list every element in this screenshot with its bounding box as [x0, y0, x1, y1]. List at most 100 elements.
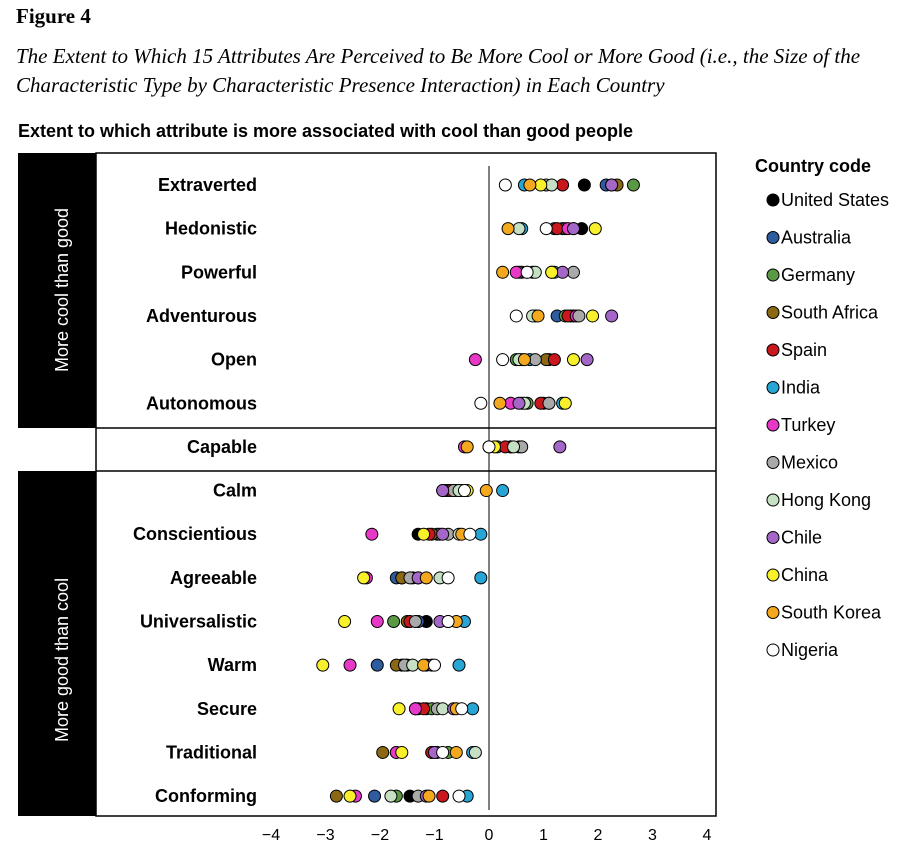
point-spain-conforming	[436, 789, 450, 803]
chart-title: Extent to which attribute is more associ…	[18, 121, 633, 141]
point-nigeria-powerful	[520, 265, 534, 279]
point-south-africa-conforming	[329, 789, 343, 803]
point-china-agreeable	[357, 571, 371, 585]
point-china-extraverted	[534, 178, 548, 192]
point-china-powerful	[545, 265, 559, 279]
legend-label-hong-kong: Hong Kong	[781, 490, 871, 510]
legend-marker-turkey	[766, 418, 780, 432]
legend-label-south-africa: South Africa	[781, 303, 879, 323]
point-nigeria-hedonistic	[539, 222, 553, 236]
point-india-secure	[466, 702, 480, 716]
point-south-korea-traditional	[449, 745, 463, 759]
legend-marker-australia	[766, 231, 780, 244]
point-spain-open	[547, 353, 561, 367]
point-south-korea-capable	[460, 440, 474, 454]
legend-label-south-korea: South Korea	[781, 603, 882, 623]
legend-marker-spain	[766, 343, 780, 357]
row-label-open: Open	[211, 350, 257, 370]
point-south-korea-conforming	[422, 789, 436, 803]
legend-marker-mexico	[766, 456, 780, 469]
point-china-warm	[316, 658, 330, 672]
point-south-africa-traditional	[376, 745, 390, 759]
point-hong-kong-capable	[507, 440, 521, 454]
legend-marker-nigeria	[766, 643, 780, 657]
point-nigeria-conscientious	[463, 527, 477, 541]
row-label-conscientious: Conscientious	[133, 524, 257, 544]
point-hong-kong-traditional	[468, 745, 482, 759]
point-mexico-universalistic	[408, 615, 422, 628]
legend-label-india: India	[781, 378, 821, 398]
x-tick-label: −3	[316, 827, 334, 844]
x-tick-label: 0	[485, 827, 494, 844]
point-china-universalistic	[338, 615, 352, 628]
point-germany-universalistic	[387, 615, 401, 628]
point-nigeria-extraverted	[498, 178, 512, 192]
x-tick-label: 1	[539, 827, 548, 844]
legend-marker-south-africa	[766, 306, 780, 319]
point-south-korea-powerful	[496, 265, 510, 279]
point-nigeria-traditional	[436, 745, 450, 759]
point-chile-calm	[436, 484, 450, 498]
x-tick-label: −1	[425, 827, 443, 844]
group-band-cool	[18, 153, 96, 428]
point-india-conscientious	[474, 527, 488, 541]
point-mexico-open	[528, 353, 542, 367]
point-turkey-conscientious	[365, 527, 379, 541]
row-label-autonomous: Autonomous	[146, 393, 257, 413]
row-label-warm: Warm	[208, 655, 257, 675]
row-label-capable: Capable	[187, 437, 257, 457]
point-hong-kong-hedonistic	[512, 222, 526, 236]
point-south-korea-extraverted	[523, 178, 537, 192]
point-china-conforming	[343, 789, 357, 803]
group-label-good: More good than cool	[52, 578, 72, 742]
point-turkey-secure	[408, 702, 422, 716]
row-label-hedonistic: Hedonistic	[165, 219, 257, 239]
point-china-autonomous	[558, 396, 572, 410]
legend-marker-chile	[766, 531, 780, 544]
point-turkey-powerful	[509, 265, 523, 279]
point-mexico-autonomous	[542, 396, 556, 410]
row-label-universalistic: Universalistic	[140, 612, 257, 632]
legend-marker-china	[766, 568, 780, 582]
legend-marker-germany	[766, 268, 780, 282]
point-chile-conscientious	[436, 527, 450, 541]
point-china-traditional	[395, 745, 409, 759]
point-nigeria-conforming	[452, 789, 466, 803]
point-chile-hedonistic	[566, 222, 580, 236]
plot-frame	[95, 152, 717, 817]
point-nigeria-agreeable	[441, 571, 455, 585]
x-tick-label: 4	[703, 827, 712, 844]
point-india-calm	[496, 484, 510, 498]
row-label-conforming: Conforming	[155, 786, 257, 806]
point-united-states-extraverted	[577, 178, 591, 192]
point-south-korea-warm	[417, 658, 431, 672]
point-south-korea-autonomous	[493, 396, 507, 410]
point-nigeria-universalistic	[441, 615, 455, 628]
point-chile-powerful	[556, 265, 570, 279]
legend-marker-united-states	[766, 193, 780, 207]
point-nigeria-calm	[457, 484, 471, 498]
legend-label-spain: Spain	[781, 340, 827, 360]
x-tick-label: −4	[262, 827, 280, 844]
legend-label-nigeria: Nigeria	[781, 640, 839, 660]
point-australia-conforming	[368, 789, 382, 803]
point-nigeria-adventurous	[509, 309, 523, 323]
legend-marker-hong-kong	[766, 493, 780, 507]
legend-label-turkey: Turkey	[781, 415, 835, 435]
row-label-traditional: Traditional	[166, 742, 257, 762]
point-china-conscientious	[417, 527, 431, 541]
row-label-adventurous: Adventurous	[146, 306, 257, 326]
row-label-agreeable: Agreeable	[170, 568, 257, 588]
point-chile-open	[580, 353, 594, 367]
point-chile-extraverted	[605, 178, 619, 192]
point-india-warm	[452, 658, 466, 672]
point-turkey-universalistic	[370, 615, 384, 628]
row-label-calm: Calm	[213, 481, 257, 501]
group-band-good	[18, 471, 96, 816]
point-spain-extraverted	[556, 178, 570, 192]
point-nigeria-open	[496, 353, 510, 367]
point-hong-kong-secure	[436, 702, 450, 716]
point-south-korea-calm	[479, 484, 493, 498]
point-chile-adventurous	[605, 309, 619, 323]
